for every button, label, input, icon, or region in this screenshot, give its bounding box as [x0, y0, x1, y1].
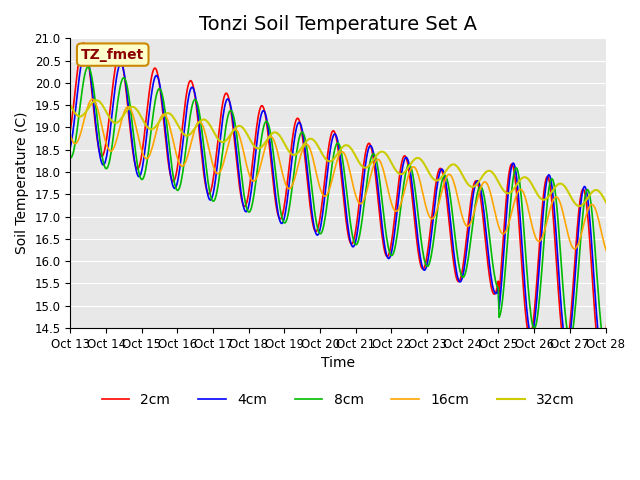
2cm	[289, 132, 297, 138]
8cm	[67, 155, 74, 161]
16cm	[89, 96, 97, 102]
Line: 16cm: 16cm	[70, 99, 640, 256]
4cm	[634, 367, 640, 372]
32cm	[67, 102, 74, 108]
2cm	[268, 162, 275, 168]
32cm	[268, 131, 275, 137]
Text: TZ_fmet: TZ_fmet	[81, 48, 145, 61]
2cm	[633, 371, 640, 377]
32cm	[611, 210, 619, 216]
Y-axis label: Soil Temperature (C): Soil Temperature (C)	[15, 112, 29, 254]
32cm	[289, 152, 297, 157]
16cm	[447, 173, 455, 179]
2cm	[80, 40, 88, 46]
4cm	[289, 148, 297, 154]
8cm	[289, 179, 297, 184]
32cm	[134, 109, 142, 115]
2cm	[67, 127, 74, 132]
8cm	[134, 166, 142, 172]
Legend: 2cm, 4cm, 8cm, 16cm, 32cm: 2cm, 4cm, 8cm, 16cm, 32cm	[96, 387, 580, 412]
Title: Tonzi Soil Temperature Set A: Tonzi Soil Temperature Set A	[199, 15, 477, 34]
32cm	[93, 97, 100, 103]
16cm	[268, 134, 275, 140]
Line: 32cm: 32cm	[70, 100, 640, 213]
Line: 2cm: 2cm	[70, 43, 640, 374]
2cm	[239, 202, 247, 207]
2cm	[637, 348, 640, 354]
32cm	[637, 205, 640, 211]
4cm	[447, 228, 455, 233]
X-axis label: Time: Time	[321, 356, 355, 370]
16cm	[637, 253, 640, 259]
8cm	[637, 358, 640, 364]
4cm	[134, 173, 142, 179]
4cm	[67, 144, 74, 150]
Line: 4cm: 4cm	[70, 52, 640, 370]
16cm	[239, 147, 247, 153]
8cm	[84, 64, 92, 70]
16cm	[606, 253, 614, 259]
8cm	[447, 203, 455, 208]
16cm	[134, 133, 142, 139]
16cm	[415, 176, 423, 182]
4cm	[637, 357, 640, 362]
8cm	[415, 223, 423, 229]
2cm	[415, 256, 423, 262]
8cm	[268, 135, 275, 141]
16cm	[289, 181, 297, 187]
4cm	[239, 202, 247, 207]
32cm	[239, 125, 247, 131]
16cm	[67, 132, 74, 138]
4cm	[81, 49, 89, 55]
4cm	[415, 248, 423, 254]
32cm	[415, 156, 423, 161]
Line: 8cm: 8cm	[70, 67, 640, 361]
8cm	[239, 185, 247, 191]
2cm	[134, 166, 142, 171]
2cm	[447, 241, 455, 247]
4cm	[268, 152, 275, 158]
32cm	[447, 162, 455, 168]
